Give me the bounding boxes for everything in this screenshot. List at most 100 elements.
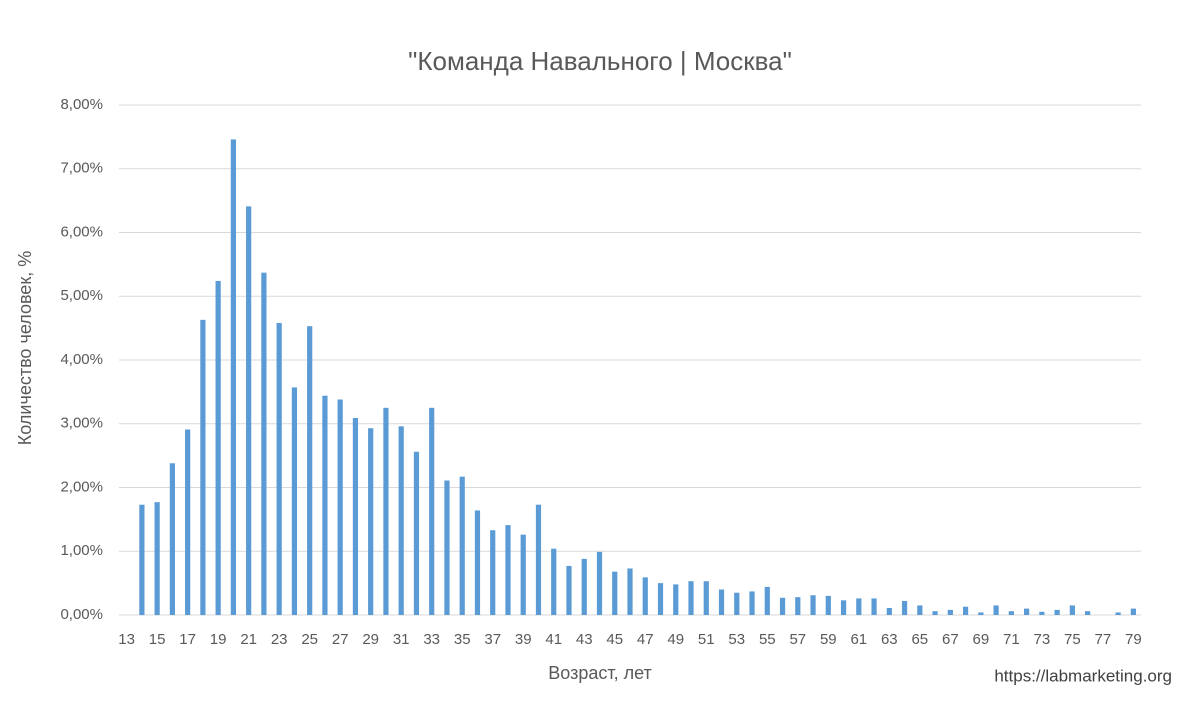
x-tick-label: 51 — [698, 631, 715, 648]
x-tick-label: 61 — [850, 631, 867, 648]
bar — [291, 387, 298, 615]
bar — [551, 548, 557, 615]
y-tick-label: 6,00% — [60, 223, 103, 240]
bar — [1115, 612, 1121, 615]
bar — [901, 600, 908, 615]
bar — [688, 581, 694, 615]
y-tick-label: 8,00% — [60, 96, 103, 113]
bar — [962, 606, 969, 615]
x-tick-label: 63 — [881, 631, 898, 648]
x-tick-label: 71 — [1003, 631, 1020, 648]
x-tick-label: 59 — [820, 631, 837, 648]
bar — [322, 395, 328, 615]
bar — [566, 565, 572, 615]
bar — [444, 480, 450, 615]
x-tick-label: 39 — [515, 631, 532, 648]
x-tick-label: 55 — [759, 631, 776, 648]
y-tick-label: 3,00% — [60, 415, 103, 432]
x-tick-label: 15 — [149, 631, 166, 648]
bar — [337, 399, 343, 615]
x-tick-label: 23 — [271, 631, 288, 648]
bar — [627, 568, 633, 615]
x-tick-label: 35 — [454, 631, 471, 648]
bar — [840, 600, 847, 615]
x-tick-label: 57 — [789, 631, 806, 648]
x-tick-label: 47 — [637, 631, 654, 648]
x-tick-label: 31 — [393, 631, 410, 648]
bar — [1039, 611, 1045, 615]
bar — [261, 272, 267, 615]
bar — [810, 595, 816, 615]
x-tick-label: 19 — [210, 631, 227, 648]
x-tick-label: 29 — [362, 631, 379, 648]
y-axis-label: Количество человек, % — [15, 251, 35, 445]
bar — [764, 586, 770, 615]
x-tick-label: 49 — [667, 631, 684, 648]
y-tick-label: 5,00% — [60, 287, 103, 304]
bar — [734, 592, 740, 615]
bar — [474, 510, 481, 615]
bar — [215, 280, 221, 615]
bar — [505, 525, 511, 615]
bar — [703, 581, 709, 615]
bar — [749, 591, 755, 615]
bar — [596, 551, 603, 615]
bar — [673, 584, 679, 615]
bar — [1130, 608, 1136, 615]
bar — [947, 609, 953, 615]
bar — [200, 319, 206, 615]
bar — [581, 558, 587, 615]
bar — [779, 597, 786, 615]
bar — [535, 504, 542, 615]
bar — [886, 607, 892, 615]
bar — [657, 583, 664, 615]
y-tick-label: 0,00% — [60, 606, 103, 623]
x-tick-label: 75 — [1064, 631, 1081, 648]
x-tick-label: 65 — [911, 631, 928, 648]
bar — [612, 571, 618, 615]
bar — [307, 326, 313, 615]
x-tick-label: 13 — [118, 631, 135, 648]
x-tick-label: 53 — [728, 631, 745, 648]
x-tick-label: 77 — [1095, 631, 1112, 648]
bar — [383, 407, 389, 615]
bar — [978, 612, 984, 615]
bar — [246, 206, 252, 616]
bar — [413, 451, 420, 615]
bar — [429, 407, 435, 615]
bar — [856, 598, 862, 615]
bar — [1054, 609, 1060, 615]
bar — [169, 463, 175, 615]
bar — [932, 611, 938, 615]
bar — [352, 418, 359, 615]
bar — [368, 428, 374, 615]
x-tick-label: 45 — [606, 631, 623, 648]
x-tick-label: 73 — [1034, 631, 1051, 648]
bar — [871, 598, 877, 615]
y-tick-label: 1,00% — [60, 542, 103, 559]
y-tick-label: 2,00% — [60, 478, 103, 495]
bar — [917, 605, 923, 615]
bar — [1069, 605, 1075, 615]
bar — [795, 597, 801, 615]
bar — [1023, 608, 1030, 615]
source: https://labmarketing.org — [994, 666, 1172, 685]
x-axis-label: Возраст, лет — [548, 663, 652, 683]
y-tick-label: 4,00% — [60, 351, 103, 368]
bar — [185, 429, 191, 615]
bar — [398, 426, 404, 615]
x-tick-label: 41 — [545, 631, 562, 648]
bar — [825, 595, 831, 615]
x-tick-label: 69 — [972, 631, 989, 648]
bar — [1008, 611, 1014, 615]
x-tick-label: 79 — [1125, 631, 1142, 648]
bar — [490, 530, 496, 615]
x-tick-label: 33 — [423, 631, 440, 648]
chart-title: "Команда Навального | Москва" — [408, 46, 792, 76]
x-tick-label: 21 — [240, 631, 257, 648]
x-tick-label: 37 — [484, 631, 501, 648]
x-tick-label: 17 — [179, 631, 196, 648]
bar — [459, 476, 465, 615]
x-tick-label: 27 — [332, 631, 349, 648]
bar — [993, 605, 999, 615]
